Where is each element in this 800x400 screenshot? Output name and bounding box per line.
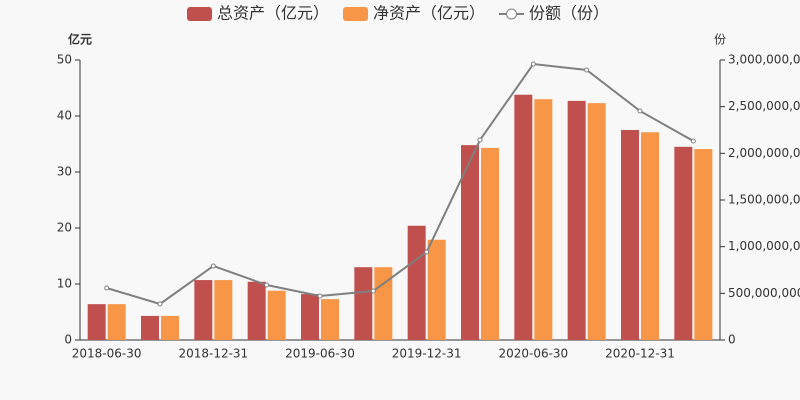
bar — [161, 315, 179, 340]
line-point — [370, 288, 376, 294]
x-tick-label: 2020-12-31 — [605, 347, 675, 361]
bar — [267, 290, 286, 340]
y2-tick-label: 2,000,000,000 — [728, 146, 800, 160]
line-point — [157, 301, 163, 307]
bar — [514, 94, 533, 340]
y2-unit: 份 — [714, 33, 726, 47]
y2-tick-label: 1,500,000,000 — [728, 193, 800, 207]
bar — [567, 100, 586, 340]
x-tick-label: 2019-06-30 — [285, 347, 355, 361]
x-tick-label: 2020-06-30 — [498, 347, 568, 361]
bar — [194, 280, 213, 340]
bar — [107, 304, 126, 340]
legend-swatch — [343, 7, 368, 21]
bar — [621, 130, 639, 340]
y2-tick-label: 1,000,000,000 — [728, 239, 800, 253]
y2-tick-label: 2,500,000,000 — [728, 99, 800, 113]
y2-tick-label: 500,000,000 — [728, 286, 800, 300]
bar — [674, 146, 693, 340]
y-tick-label: 0 — [64, 333, 72, 347]
y2-tick-label: 3,000,000,000 — [728, 53, 800, 67]
bar — [214, 280, 233, 340]
bar — [321, 299, 339, 340]
bar — [481, 147, 499, 340]
line — [106, 62, 694, 306]
bar — [374, 267, 393, 340]
bar — [407, 225, 426, 340]
line-point — [317, 293, 323, 299]
bar — [694, 149, 713, 340]
line-point — [637, 108, 643, 114]
legend-label: 份额（份） — [529, 4, 609, 23]
y-unit: 亿元 — [68, 32, 92, 47]
y-tick-label: 40 — [57, 109, 72, 123]
y-tick-label: 30 — [57, 165, 72, 179]
line-point — [530, 61, 536, 67]
bar — [461, 145, 479, 340]
legend-swatch — [187, 7, 212, 21]
bar — [87, 304, 106, 340]
line-point — [104, 285, 110, 291]
bar — [354, 267, 373, 340]
bar — [534, 99, 553, 340]
x-tick-label: 2019-12-31 — [392, 347, 462, 361]
legend-label: 净资产（亿元） — [373, 4, 485, 23]
line-point — [690, 138, 696, 144]
legend-label: 总资产（亿元） — [217, 4, 329, 23]
y-tick-label: 10 — [57, 277, 72, 291]
line-point — [210, 263, 216, 269]
bar — [247, 281, 266, 340]
bar — [641, 132, 659, 340]
bar — [427, 239, 446, 340]
line-point — [584, 67, 590, 73]
line-point — [477, 137, 483, 143]
y2-tick-label: 0 — [728, 333, 736, 347]
bar — [587, 103, 606, 341]
bar — [141, 315, 159, 340]
y-tick-label: 50 — [57, 53, 72, 67]
line-point — [424, 249, 430, 255]
bar — [301, 294, 319, 340]
x-tick-label: 2018-12-31 — [178, 347, 248, 361]
y-tick-label: 20 — [57, 221, 72, 235]
legend-marker — [506, 8, 517, 20]
line-point — [264, 282, 270, 288]
x-tick-label: 2018-06-30 — [72, 347, 142, 361]
